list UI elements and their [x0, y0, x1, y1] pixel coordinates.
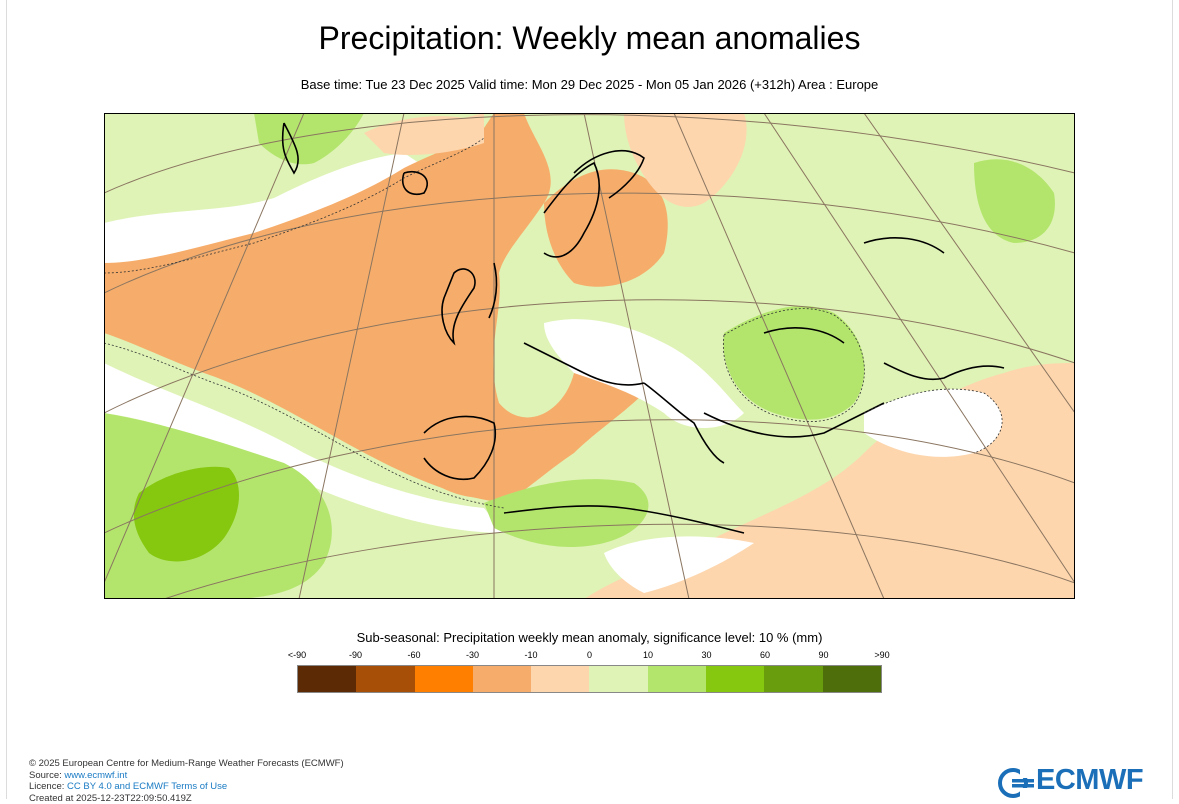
licence-line: Licence: CC BY 4.0 and ECMWF Terms of Us… — [29, 781, 344, 793]
ecmwf-logo-icon — [998, 768, 1034, 798]
legend-swatch — [356, 666, 414, 692]
page-frame-left — [6, 0, 7, 799]
created-timestamp: Created at 2025-12-23T22:09:50.419Z — [29, 793, 344, 804]
legend-tick-label: 90 — [818, 650, 828, 660]
precipitation-anomaly-map — [104, 113, 1075, 599]
copyright-text: © 2025 European Centre for Medium-Range … — [29, 758, 344, 770]
legend-swatch — [298, 666, 356, 692]
legend-tick-label: 10 — [643, 650, 653, 660]
legend-tick-label: -60 — [407, 650, 420, 660]
legend-swatch — [706, 666, 764, 692]
footer: © 2025 European Centre for Medium-Range … — [29, 758, 344, 804]
ecmwf-logo-text: ECMWF — [1036, 764, 1143, 797]
legend-swatch — [764, 666, 822, 692]
legend-color-bar — [297, 665, 882, 693]
map-subtitle: Base time: Tue 23 Dec 2025 Valid time: M… — [0, 77, 1179, 92]
legend-swatch — [415, 666, 473, 692]
legend-title: Sub-seasonal: Precipitation weekly mean … — [0, 630, 1179, 645]
page-frame-right — [1172, 0, 1173, 799]
legend-tick-label: >90 — [874, 650, 889, 660]
legend-swatch — [589, 666, 647, 692]
legend-tick-label: -90 — [349, 650, 362, 660]
legend-tick-label: 30 — [701, 650, 711, 660]
map-title: Precipitation: Weekly mean anomalies — [0, 20, 1179, 57]
legend-swatch — [823, 666, 881, 692]
licence-label: Licence: — [29, 781, 67, 792]
ecmwf-logo: ECMWF — [998, 766, 1158, 800]
source-link[interactable]: www.ecmwf.int — [64, 770, 127, 781]
licence-link[interactable]: CC BY 4.0 and ECMWF Terms of Use — [67, 781, 227, 792]
legend-tick-label: -30 — [466, 650, 479, 660]
legend-tick-label: 0 — [587, 650, 592, 660]
source-label: Source: — [29, 770, 64, 781]
legend-tick-label: 60 — [760, 650, 770, 660]
legend-tick-label: -10 — [524, 650, 537, 660]
legend-swatch — [473, 666, 531, 692]
legend-swatch — [531, 666, 589, 692]
legend-tick-label: <-90 — [288, 650, 306, 660]
legend-swatch — [648, 666, 706, 692]
source-line: Source: www.ecmwf.int — [29, 770, 344, 782]
